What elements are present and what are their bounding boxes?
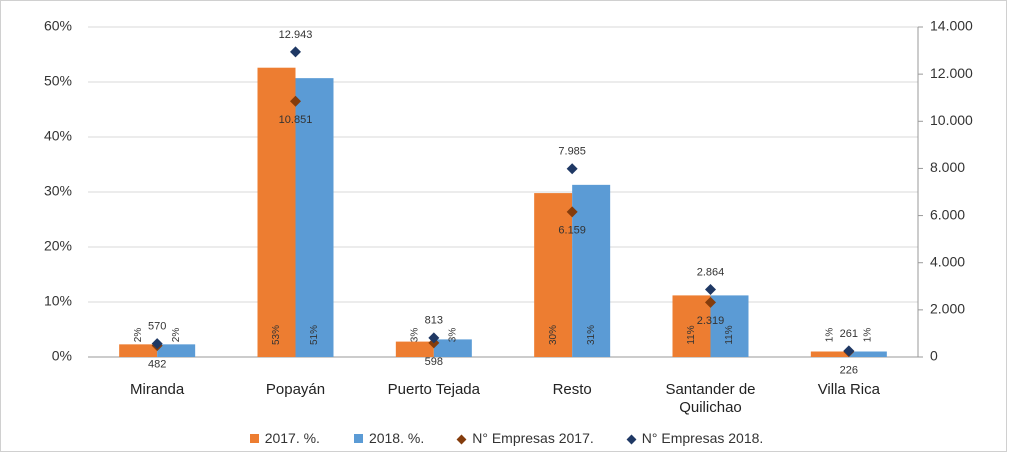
y2-tick-label: 12.000 [930, 65, 973, 81]
bar-label: 1% [862, 328, 873, 343]
bar [848, 351, 887, 357]
bar [157, 344, 196, 357]
legend-label: 2017. %. [264, 430, 320, 446]
bar-label: 2% [133, 328, 144, 343]
x-tick-label: Popayán [265, 381, 326, 398]
point-label: 598 [425, 356, 443, 368]
y-tick-label: 30% [44, 183, 72, 199]
bar-label: 31% [586, 325, 597, 345]
bar-label: 1% [824, 328, 835, 343]
point-label: 12.943 [279, 29, 313, 41]
x-tick-label: Miranda [130, 381, 185, 398]
legend-swatch [626, 434, 637, 445]
legend-label: N° Empresas 2017. [472, 430, 594, 446]
diamond-marker [290, 46, 301, 58]
x-tick-label: Santander de Quilichao [665, 381, 756, 416]
bar [395, 341, 434, 357]
point-label: 6.159 [558, 225, 586, 237]
legend-item: N° Empresas 2017. [456, 430, 594, 446]
legend-swatch [353, 434, 363, 443]
diamond-marker [428, 332, 440, 344]
y2-tick-label: 14.000 [930, 18, 973, 34]
y-tick-label: 20% [44, 238, 72, 254]
y2-tick-label: 10.000 [930, 112, 973, 128]
y-tick-label: 10% [44, 293, 72, 309]
bar-label: 11% [686, 325, 697, 344]
legend-swatch [456, 434, 467, 445]
legend: 2017. %. 2018. %. N° Empresas 2017. N° Empr… [0, 430, 1013, 446]
bar-label: 51% [309, 325, 320, 345]
point-label: 261 [840, 328, 858, 340]
y2-tick-label: 2.000 [930, 301, 965, 317]
y-tick-label: 40% [44, 128, 72, 144]
x-tick-label: Resto [552, 381, 592, 398]
point-label: 2.319 [697, 315, 725, 327]
y-tick-label: 50% [44, 73, 72, 89]
legend-label: N° Empresas 2018. [641, 430, 764, 446]
point-label: 10.851 [279, 114, 313, 126]
diamond-marker [705, 283, 716, 295]
bar [710, 295, 749, 357]
bar-label: 53% [271, 325, 282, 345]
bar-label: 3% [409, 328, 420, 343]
bar [433, 339, 472, 357]
point-label: 813 [425, 315, 443, 327]
bar-label: 30% [548, 325, 559, 345]
legend-label: 2018. %. [368, 430, 425, 446]
x-tick-label: Puerto Tejada [387, 381, 480, 398]
diamond-marker [566, 206, 578, 218]
bar [810, 351, 849, 357]
diamond-marker [705, 296, 716, 308]
point-label: 7.985 [558, 146, 586, 158]
bar [534, 193, 573, 357]
bar [257, 67, 296, 357]
diamond-marker [566, 163, 578, 175]
legend-item: N° Empresas 2018. [626, 430, 764, 446]
y2-tick-label: 4.000 [930, 253, 965, 269]
legend-item: 2018. %. [353, 430, 425, 446]
point-label: 570 [148, 320, 166, 332]
bar [295, 78, 334, 358]
y2-tick-label: 6.000 [930, 206, 965, 222]
y2-tick-label: 8.000 [930, 159, 965, 175]
legend-swatch [249, 434, 259, 443]
bar [572, 184, 611, 357]
bar-label: 2% [171, 328, 182, 343]
legend-item: 2017. %. [249, 430, 320, 446]
y-tick-label: 0% [52, 348, 72, 364]
bar-label: 3% [447, 328, 458, 343]
bar-label: 11% [724, 325, 735, 344]
point-label: 226 [840, 365, 858, 377]
diamond-marker [843, 345, 855, 357]
bar [672, 295, 711, 357]
y2-tick-label: 0 [930, 348, 938, 364]
point-label: 2.864 [697, 266, 725, 278]
point-label: 482 [148, 359, 166, 371]
y-tick-label: 60% [44, 18, 72, 34]
bar [119, 344, 158, 357]
diamond-marker [290, 95, 301, 107]
diamond-marker [151, 338, 163, 350]
x-tick-label: Villa Rica [817, 381, 880, 398]
